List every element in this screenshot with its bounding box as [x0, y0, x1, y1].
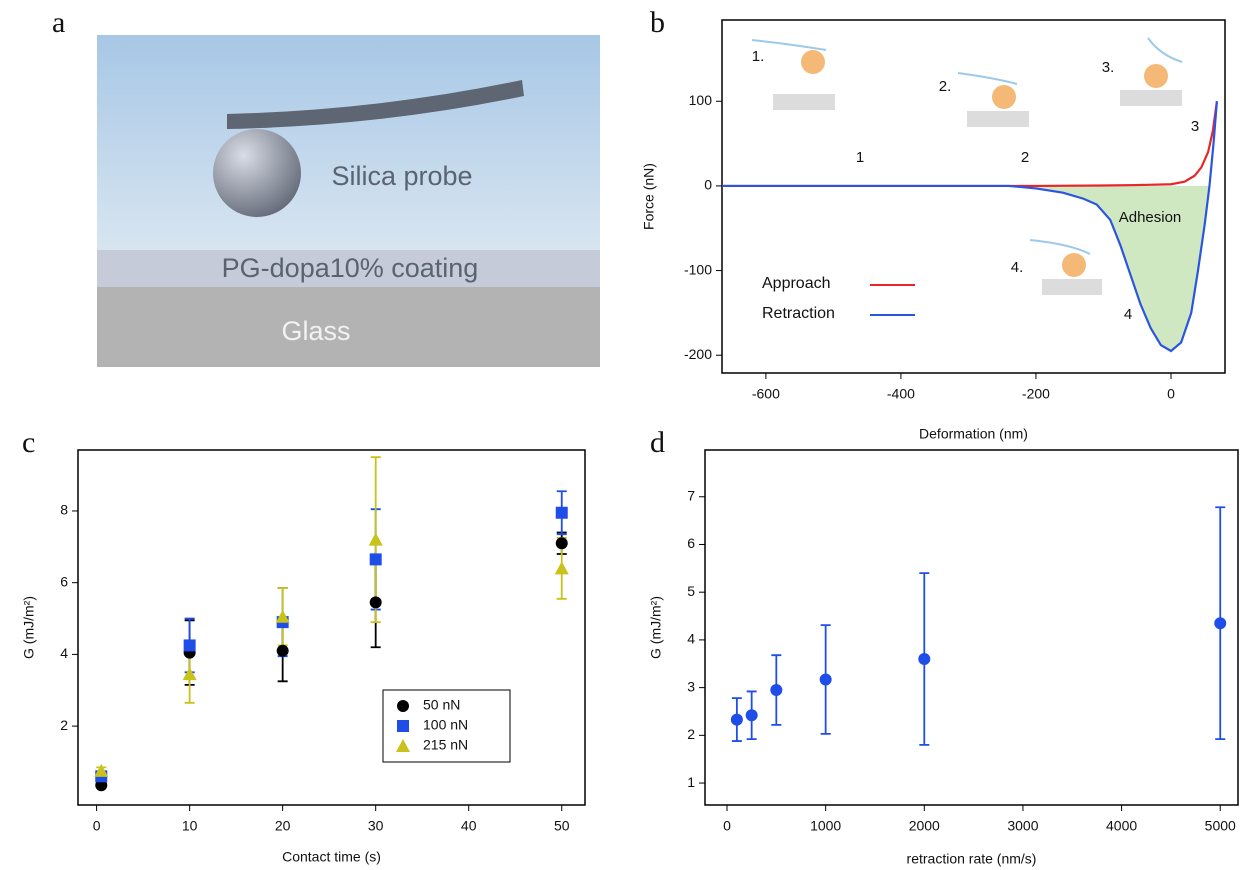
- x-tick-label: 0: [1167, 386, 1175, 402]
- x-tick-label: 1000: [810, 818, 841, 834]
- x-axis-label: retraction rate (nm/s): [907, 851, 1037, 867]
- panel-label: d: [650, 426, 665, 459]
- annotation: 1.: [752, 48, 765, 65]
- legend-label: Approach: [762, 275, 831, 292]
- marker: [94, 763, 109, 777]
- legend-label: 100 nN: [423, 717, 468, 733]
- panel-label: b: [650, 6, 665, 39]
- y-tick-label: -100: [684, 261, 712, 277]
- marker: [276, 644, 289, 657]
- marker: [555, 506, 568, 519]
- annotation: 3: [1191, 118, 1199, 135]
- legend-label: Retraction: [762, 305, 835, 322]
- x-tick-label: 2000: [909, 818, 940, 834]
- panel-label: c: [22, 426, 35, 459]
- y-tick-label: 4: [60, 645, 68, 661]
- plot-frame: [721, 19, 1226, 374]
- legend-swatch: [397, 700, 409, 712]
- x-tick-label: 10: [182, 818, 198, 834]
- annotation: 1: [856, 149, 864, 166]
- marker: [918, 652, 931, 665]
- x-tick-label: 4000: [1106, 818, 1137, 834]
- marker: [745, 709, 758, 722]
- marker: [554, 561, 569, 575]
- y-tick-label: 7: [687, 487, 695, 503]
- line: [722, 101, 1218, 353]
- annotation: 4: [1124, 306, 1132, 323]
- legend-swatch: [397, 720, 409, 732]
- insets: [751, 37, 1183, 295]
- annotation: 2.: [939, 78, 952, 95]
- marker: [369, 596, 382, 609]
- y-tick-label: 6: [60, 573, 68, 589]
- y-axis-label: G (mJ/m²): [648, 596, 664, 659]
- chart: 0 1000 2000 3000 4000 5000 1 2 3 4 5 6 7 retraction r…: [648, 449, 1239, 867]
- y-tick-label: 2: [60, 717, 68, 733]
- label: Glass: [281, 316, 350, 346]
- marker: [555, 537, 568, 550]
- y-tick-label: 8: [60, 502, 68, 518]
- chart: 0 10 20 30 40 50 2 4 6 8 Contact time (s) G (mJ/m²)…: [21, 449, 586, 865]
- y-tick-label: 100: [689, 92, 713, 108]
- y-axis-label: Force (nN): [641, 163, 657, 230]
- label: PG-dopa10% coating: [222, 253, 479, 283]
- label: Silica probe: [331, 161, 472, 191]
- y-tick-label: -200: [684, 346, 712, 362]
- marker: [182, 667, 197, 681]
- x-tick-label: -600: [752, 386, 780, 402]
- annotation: 3.: [1102, 59, 1115, 76]
- y-tick-label: 4: [687, 631, 695, 647]
- diagram: Silica probe PG-dopa10% coating Glass: [97, 35, 600, 367]
- marker: [368, 532, 383, 546]
- probe: [213, 129, 301, 217]
- cantilever: [227, 80, 524, 129]
- x-tick-label: -200: [1022, 386, 1050, 402]
- marker: [275, 609, 290, 623]
- x-tick-label: 5000: [1205, 818, 1236, 834]
- y-tick-label: 2: [687, 726, 695, 742]
- legend-label: 50 nN: [423, 697, 460, 713]
- marker: [369, 553, 382, 566]
- x-tick-label: 30: [368, 818, 384, 834]
- x-axis-label: Contact time (s): [282, 849, 381, 865]
- y-tick-label: 3: [687, 678, 695, 694]
- chart: -600 -400 -200 0 -200 -100 0 100 Deformation (nm…: [641, 19, 1226, 442]
- plot-frame: [704, 449, 1239, 806]
- x-tick-label: -400: [887, 386, 915, 402]
- panel-label: a: [52, 6, 65, 39]
- marker: [770, 684, 783, 697]
- x-axis-label: Deformation (nm): [919, 426, 1028, 442]
- marker: [183, 639, 196, 652]
- legend-label: 215 nN: [423, 737, 468, 753]
- x-tick-label: 0: [723, 818, 731, 834]
- y-tick-label: 6: [687, 535, 695, 551]
- annotation: 4.: [1011, 259, 1024, 276]
- y-axis-label: G (mJ/m²): [21, 596, 37, 659]
- y-tick-label: 0: [704, 177, 712, 193]
- marker: [730, 713, 743, 726]
- legend-swatch: [396, 739, 410, 752]
- x-tick-label: 50: [554, 818, 570, 834]
- y-tick-label: 1: [687, 774, 695, 790]
- background: [97, 35, 600, 250]
- annotation: 2: [1021, 149, 1029, 166]
- x-tick-label: 3000: [1007, 818, 1038, 834]
- marker: [819, 673, 832, 686]
- x-tick-label: 0: [93, 818, 101, 834]
- marker: [1214, 617, 1227, 630]
- x-tick-label: 40: [461, 818, 477, 834]
- glass-layer: [97, 287, 600, 367]
- plot-frame: [77, 449, 586, 806]
- x-tick-label: 20: [275, 818, 291, 834]
- annotation: Adhesion: [1119, 209, 1182, 226]
- coating-layer: [97, 250, 600, 287]
- adhesion-area: [1008, 185, 1210, 351]
- y-tick-label: 5: [687, 583, 695, 599]
